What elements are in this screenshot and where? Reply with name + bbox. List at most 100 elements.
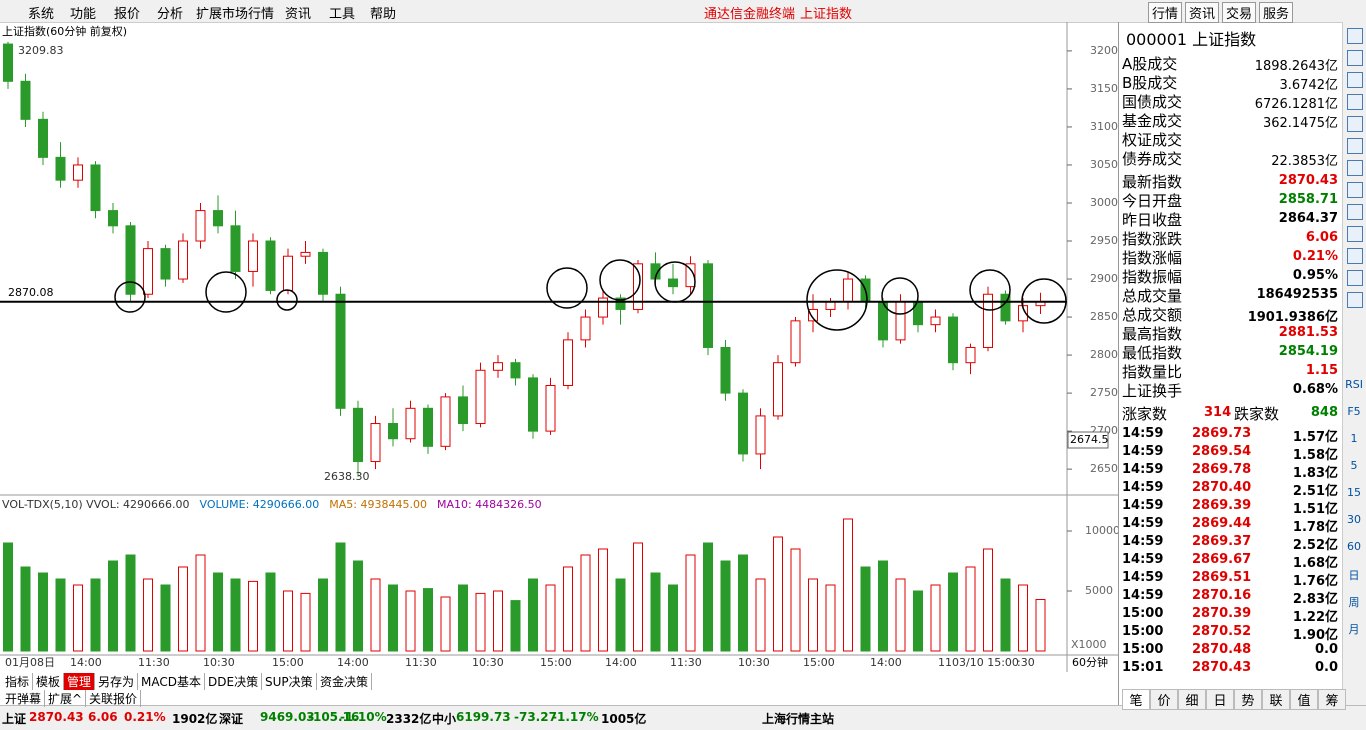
menu-item[interactable]: 扩展市场行情: [196, 7, 275, 22]
panel-tab[interactable]: 笔: [1122, 689, 1150, 710]
side-icon[interactable]: [1347, 226, 1363, 242]
menu-item[interactable]: 报价: [114, 7, 141, 22]
quote-value: 0.68%: [1292, 382, 1338, 397]
menu-item[interactable]: 系统: [28, 7, 55, 22]
stat-label: 国债成交: [1122, 93, 1183, 111]
volume-bar: [195, 554, 206, 652]
panel-tab[interactable]: 势: [1234, 689, 1262, 710]
status-item: 上证: [2, 712, 27, 726]
stat-label: A股成交: [1122, 55, 1178, 73]
bottom-tab[interactable]: 另存为: [95, 673, 139, 690]
quote-label: 总成交额: [1122, 306, 1183, 324]
candle-body: [3, 43, 13, 82]
bottom-tab[interactable]: 扩展^: [45, 690, 87, 707]
bottom-tab[interactable]: DDE决策: [205, 673, 263, 690]
volume-bar: [458, 584, 468, 652]
quote-value: 2854.19: [1278, 344, 1338, 359]
side-tool[interactable]: 日: [1348, 569, 1360, 582]
volume-bar: [843, 518, 853, 652]
panel-tab[interactable]: 联: [1262, 689, 1290, 710]
candle-body: [283, 255, 293, 291]
bottom-tab[interactable]: 模板: [33, 673, 65, 690]
candle-body: [20, 80, 31, 120]
volume-bar: [143, 578, 153, 652]
bottom-tab[interactable]: 资金决策: [317, 673, 373, 690]
panel-tab[interactable]: 日: [1206, 689, 1234, 710]
top-button[interactable]: 服务: [1259, 2, 1294, 23]
panel-tab[interactable]: 价: [1150, 689, 1178, 710]
annotation-circle: [114, 281, 146, 313]
bottom-tab[interactable]: 开弹幕: [2, 690, 46, 707]
menu-item[interactable]: 资讯: [285, 7, 312, 22]
side-icon[interactable]: [1347, 94, 1363, 110]
x-tick-label: 14:00: [70, 656, 102, 669]
side-icon[interactable]: [1347, 28, 1363, 44]
panel-tab[interactable]: 值: [1290, 689, 1318, 710]
status-item: -1.17%: [552, 710, 599, 724]
side-tool[interactable]: 30: [1347, 513, 1361, 526]
side-tool[interactable]: 1: [1350, 432, 1358, 445]
volume-bar: [178, 566, 188, 652]
side-tool[interactable]: 5: [1350, 459, 1358, 472]
stat-value: 362.1475亿: [1262, 116, 1338, 131]
volume-bar: [790, 548, 801, 652]
y-tick-label: 3200: [1090, 44, 1118, 57]
side-icon[interactable]: [1347, 270, 1363, 286]
panel-tab[interactable]: 筹: [1318, 689, 1346, 710]
side-tool[interactable]: F5: [1347, 405, 1361, 418]
annotation-circle: [654, 261, 696, 303]
menu-item[interactable]: 功能: [70, 7, 97, 22]
side-icon[interactable]: [1347, 160, 1363, 176]
side-icon[interactable]: [1347, 72, 1363, 88]
quote-label: 最高指数: [1122, 325, 1183, 343]
bottom-tab[interactable]: SUP决策: [262, 673, 317, 690]
candle-body: [213, 210, 223, 227]
volume-bar: [808, 578, 818, 652]
status-item: 9469.03: [260, 710, 315, 724]
bottom-tab[interactable]: 指标: [2, 673, 34, 690]
volume-header: VOLUME: 4290666.00: [200, 498, 320, 511]
side-tool[interactable]: 15: [1347, 486, 1361, 499]
panel-tab[interactable]: 细: [1178, 689, 1206, 710]
menu-item[interactable]: 分析: [157, 7, 184, 22]
volume-bar: [545, 584, 556, 652]
top-button[interactable]: 交易: [1222, 2, 1257, 23]
volume-bar: [860, 566, 871, 652]
side-icon[interactable]: [1347, 248, 1363, 264]
bottom-tab[interactable]: 管理: [64, 673, 96, 690]
tick-time: 14:59: [1122, 552, 1164, 567]
top-button[interactable]: 行情: [1148, 2, 1183, 23]
status-item: 0.21%: [124, 710, 166, 724]
x-tick-label: :30: [1017, 656, 1035, 669]
x-tick-label: 10:30: [203, 656, 235, 669]
side-toolbar: [1342, 22, 1366, 705]
side-icon[interactable]: [1347, 292, 1363, 308]
volume-header: MA10: 4484326.50: [437, 498, 542, 511]
candle-body: [423, 407, 433, 447]
side-tool[interactable]: RSI: [1345, 378, 1363, 391]
side-icon[interactable]: [1347, 204, 1363, 220]
high-label: 3209.83: [18, 44, 64, 57]
side-tool[interactable]: 60: [1347, 540, 1361, 553]
candle-body: [843, 278, 853, 303]
side-icon[interactable]: [1347, 182, 1363, 198]
top-button[interactable]: 资讯: [1185, 2, 1220, 23]
bottom-tab[interactable]: 关联报价: [86, 690, 142, 707]
side-icon[interactable]: [1347, 116, 1363, 132]
quote-value: 1901.9386亿: [1247, 310, 1338, 325]
candle-body: [38, 118, 48, 158]
candle-body: [720, 346, 731, 394]
bottom-tab[interactable]: MACD基本: [138, 673, 205, 690]
tick-time: 14:59: [1122, 462, 1164, 477]
volume-bar: [405, 590, 416, 652]
menu-item[interactable]: 帮助: [370, 7, 397, 22]
side-icon[interactable]: [1347, 50, 1363, 66]
menu-item[interactable]: 工具: [329, 7, 356, 22]
volume-bar: [335, 542, 346, 652]
stat-label: B股成交: [1122, 74, 1178, 92]
side-tool[interactable]: 周: [1348, 596, 1360, 609]
volume-bar: [125, 554, 136, 652]
y-tick-label: 2800: [1090, 348, 1118, 361]
side-icon[interactable]: [1347, 138, 1363, 154]
side-tool[interactable]: 月: [1348, 623, 1360, 636]
